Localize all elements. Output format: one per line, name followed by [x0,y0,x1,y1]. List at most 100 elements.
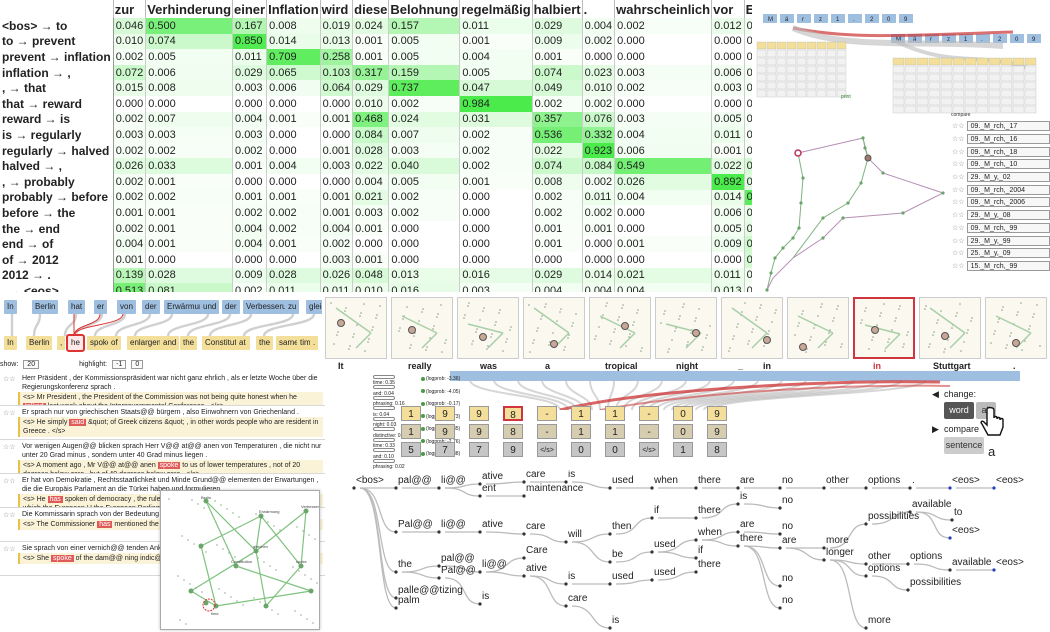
beam-tree-node[interactable] [822,558,826,562]
attention-column-header[interactable]: wird [320,0,354,18]
score-left-row[interactable]: is: 0.04 [373,406,395,418]
beam-tree-node[interactable] [778,584,782,588]
trajectory-point[interactable] [791,236,795,240]
beam-tree-word[interactable]: options [868,475,901,486]
score-left-row[interactable]: phrasing: 0.02 [373,458,405,470]
beam-candidate[interactable]: ☆☆ 09._M_rch,_17 [952,120,1050,133]
beam-tree-node[interactable] [864,574,868,578]
forward-arrow-icon[interactable]: ▶ [932,424,939,434]
score-slider[interactable] [373,458,395,463]
star-icon[interactable]: ☆☆ [3,478,16,485]
beam-tree-word[interactable]: when [654,475,678,486]
beam-tree-node[interactable] [564,604,568,608]
star-icon[interactable]: ☆☆ [3,410,16,417]
trajectory-point[interactable] [901,211,905,215]
score-right-row[interactable]: (logprob: -0.17) [421,401,460,407]
beam-tree-word[interactable]: care [526,521,546,532]
sentence-item[interactable]: ☆☆ Vor wenigen Augen@@ blicken sprach Her… [0,440,325,474]
source-token[interactable]: Verbesserung [243,300,299,314]
trajectory-point[interactable] [863,146,867,150]
beam-tree-word[interactable]: no [782,595,794,606]
encoder-word[interactable]: really [408,361,432,371]
sentence-item[interactable]: ☆☆ Er sprach nur von griechischen Staats@… [0,406,325,440]
graph-node[interactable] [308,588,314,594]
score-left-row[interactable]: time: 0.35 [373,374,395,386]
digit-cell[interactable]: 1 [401,424,421,439]
beam-tree-word[interactable]: is [568,571,576,582]
digit-cell[interactable]: </s> [537,442,557,457]
digit-cell[interactable]: 0 [673,406,693,421]
trajectory-point[interactable] [941,191,945,195]
trajectory-point[interactable] [799,201,803,205]
attention-column-header[interactable]: regelmäßig [459,0,533,18]
beam-tree-word[interactable]: palle@@tizing [398,585,463,596]
beam-candidate[interactable]: ☆☆ 09._M_rch,_99 [952,222,1050,235]
beam-tree-word[interactable]: available [952,557,992,568]
digit-cell[interactable]: </s> [639,442,659,457]
digit-cell[interactable]: 8 [503,406,523,421]
attention-row[interactable]: is → regularly 0.003 0.003 0.003 0.000 0.000 0… [0,127,752,143]
attention-column-header[interactable]: . [582,0,616,18]
beam-tree-node[interactable] [778,486,782,490]
projection-thumbnail[interactable] [721,297,783,359]
beam-tree-node[interactable] [694,538,698,542]
beam-search-tree[interactable]: <bos> pal@@ li@@ ative ent care maintenance is u… [340,470,1050,632]
beam-tree-word[interactable]: pal@@ [398,475,432,486]
beam-tree-node[interactable] [522,556,526,560]
beam-tree-word[interactable]: be [612,549,624,560]
digit-cell[interactable]: 0 [605,442,625,457]
beam-tree-node[interactable] [694,516,698,520]
digit-cell[interactable]: - [639,424,659,439]
target-token[interactable]: he [66,334,85,352]
graph-node[interactable] [298,563,304,569]
beam-tree-node[interactable] [522,532,526,536]
beam-tree-word[interactable]: care [526,470,546,480]
star-icon[interactable]: ☆☆ [952,161,965,169]
beam-tree-node[interactable] [650,486,654,490]
target-token[interactable]: of [108,336,121,350]
source-token[interactable]: gleichen [306,300,322,314]
digit-cell[interactable]: - [537,424,557,439]
star-icon[interactable]: ☆☆ [952,199,965,207]
beam-tree-node[interactable] [736,486,740,490]
beam-tree-word[interactable]: used [654,539,676,550]
beam-tree-node[interactable] [394,606,398,610]
digit-cell[interactable]: 1 [605,424,625,439]
beam-tree-word[interactable]: used [612,571,634,582]
beam-tree-node[interactable] [694,556,698,560]
digit-cell[interactable]: 1 [401,406,421,421]
attention-row[interactable]: to → prevent 0.010 0.074 0.850 0.014 0.013 0.0… [0,33,752,50]
beam-tree-word[interactable]: other [868,551,891,562]
beam-tree-node[interactable] [564,540,568,544]
attention-graph-overlay[interactable]: Berlin Erwärmung Verbesserung gleichen Const… [160,490,320,630]
attention-row[interactable]: <bos> → to 0.046 0.500 0.167 0.008 0.019 0.024… [0,18,752,34]
beam-tree-node[interactable] [864,562,868,566]
beam-tree-word[interactable]: li@@ [441,519,466,530]
source-token[interactable]: der [142,300,160,314]
attention-row[interactable]: of → 2012 0.001 0.000 0.000 0.000 0.003 0.001 0… [0,251,752,268]
sentence-button[interactable]: sentence [944,437,984,454]
digit-cell[interactable]: 9 [435,406,455,421]
attention-row[interactable]: that → reward 0.000 0.000 0.000 0.000 0.000 0.… [0,95,752,112]
beam-tree-word[interactable]: Pal@@ [398,519,433,530]
highlighted-word[interactable]: has [97,521,113,528]
attention-row[interactable]: halved → , 0.026 0.033 0.001 0.004 0.003 0.022… [0,158,752,174]
score-right-row[interactable]: (logprob: -3.36) [421,376,460,382]
beam-tree-word[interactable]: when [698,527,722,538]
beam-tree-node[interactable] [694,486,698,490]
encoder-word[interactable]: . [1013,361,1016,371]
star-icon[interactable]: ☆☆ [952,224,965,232]
star-icon[interactable]: ☆☆ [952,148,965,156]
beam-tree-word[interactable]: no [782,495,794,506]
back-arrow-icon[interactable]: ◀ [932,389,939,399]
star-icon[interactable]: ☆☆ [952,123,965,131]
encoder-word[interactable]: _ [738,361,744,371]
beam-tree-word[interactable]: to [954,507,963,518]
beam-tree-word[interactable]: pal@@ [441,553,475,564]
attention-column-header[interactable]: Inflation [266,0,321,18]
beam-tree-node[interactable] [608,560,612,564]
beam-tree-word[interactable]: no [782,521,794,532]
beam-candidate[interactable]: ☆☆ 09._M_rch,_18 [952,145,1050,158]
beam-tree-node[interactable] [564,582,568,586]
